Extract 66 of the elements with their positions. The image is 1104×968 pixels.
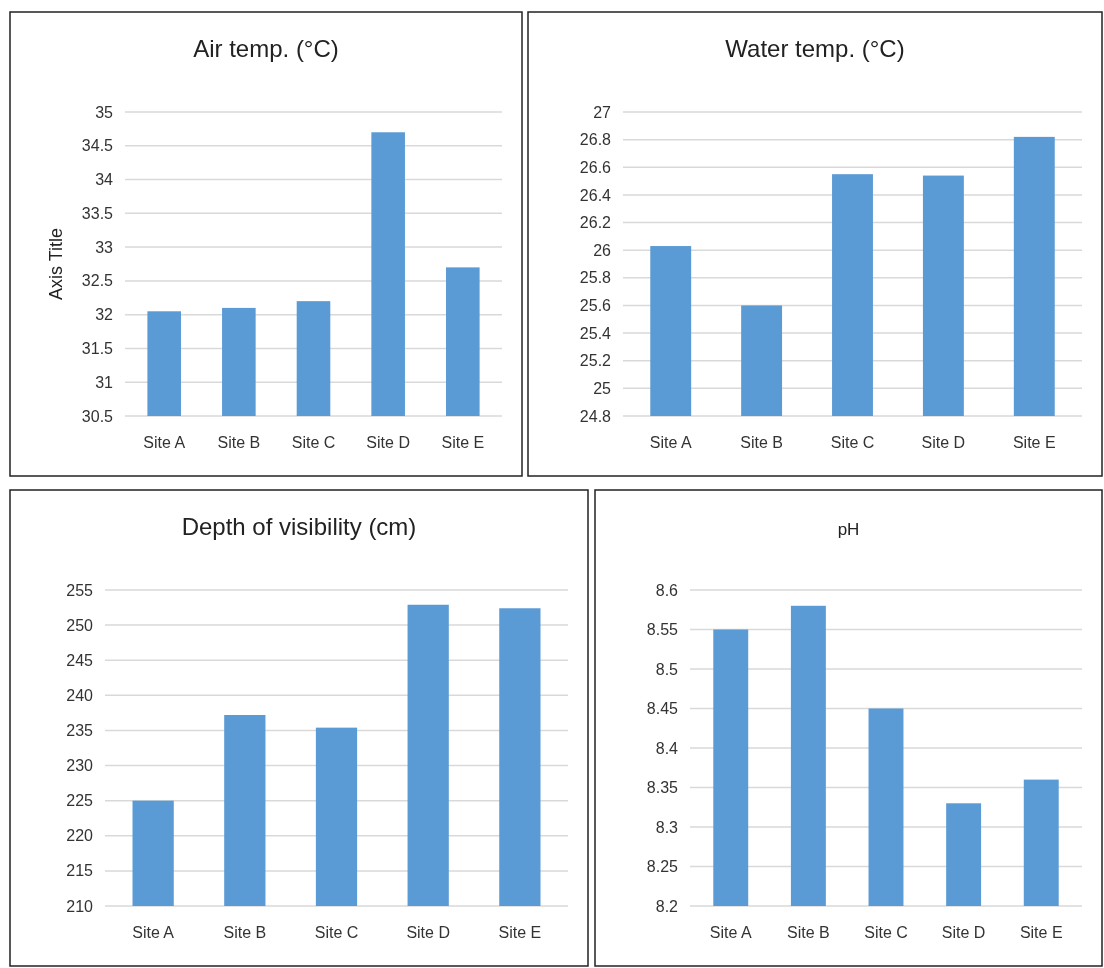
y-tick-label: 25.2 xyxy=(579,352,612,370)
y-tick-label: 240 xyxy=(66,686,94,704)
x-tick-label: Site D xyxy=(941,924,986,941)
y-tick-label: 250 xyxy=(66,616,94,634)
chart-title: Air temp. (°C) xyxy=(193,35,339,62)
y-tick-label: 25.6 xyxy=(579,297,612,315)
x-tick-label: Site D xyxy=(366,434,410,451)
y-tick-label: 255 xyxy=(66,581,94,599)
y-tick-label: 30.5 xyxy=(81,407,114,425)
y-tick-label: 8.4 xyxy=(655,739,679,757)
x-tick-label: Site D xyxy=(406,924,450,941)
y-tick-label: 230 xyxy=(66,757,94,775)
x-tick-label: Site C xyxy=(291,434,336,451)
y-tick-label: 33 xyxy=(95,238,114,256)
y-tick-label: 26.6 xyxy=(579,158,612,176)
chart-title: pH xyxy=(837,520,860,539)
y-tick-label: 24.8 xyxy=(579,407,612,425)
x-tick-label: Site E xyxy=(1012,434,1056,451)
y-tick-label: 25 xyxy=(593,379,612,397)
y-tick-label: 8.5 xyxy=(655,660,679,678)
y-tick-label: 32.5 xyxy=(81,272,114,290)
x-tick-label: Site A xyxy=(709,924,752,941)
y-tick-label: 220 xyxy=(66,827,94,845)
y-tick-label: 34.5 xyxy=(81,137,114,155)
y-tick-label: 235 xyxy=(66,722,94,740)
y-tick-label: 26 xyxy=(593,241,612,259)
y-tick-label: 8.55 xyxy=(646,621,679,639)
y-tick-label: 26.8 xyxy=(579,131,612,149)
x-tick-label: Site A xyxy=(132,924,175,941)
y-tick-label: 32 xyxy=(95,306,114,324)
x-tick-label: Site C xyxy=(864,924,908,941)
x-tick-label: Site E xyxy=(1019,924,1063,941)
x-tick-label: Site A xyxy=(143,434,186,451)
y-tick-label: 8.35 xyxy=(646,779,679,797)
y-tick-label: 8.6 xyxy=(655,581,679,599)
y-axis-title: Axis Title xyxy=(46,227,66,301)
y-tick-label: 8.25 xyxy=(646,858,679,876)
y-tick-label: 8.45 xyxy=(646,700,679,718)
y-tick-label: 31.5 xyxy=(81,340,114,358)
y-tick-label: 225 xyxy=(66,792,94,810)
y-tick-label: 31 xyxy=(95,373,114,391)
y-tick-label: 215 xyxy=(66,862,94,880)
y-tick-label: 26.4 xyxy=(579,186,612,204)
y-tick-label: 8.3 xyxy=(655,818,679,836)
y-tick-label: 8.2 xyxy=(655,897,679,915)
y-tick-label: 25.4 xyxy=(579,324,612,342)
x-tick-label: Site A xyxy=(649,434,692,451)
x-tick-label: Site D xyxy=(921,434,966,451)
y-tick-label: 26.2 xyxy=(579,214,612,232)
x-tick-label: Site C xyxy=(314,924,359,941)
x-tick-label: Site E xyxy=(498,924,542,941)
x-tick-label: Site B xyxy=(740,434,783,451)
y-tick-label: 25.8 xyxy=(579,269,612,287)
y-tick-label: 245 xyxy=(66,651,94,669)
chart-title: Depth of visibility (cm) xyxy=(181,513,417,540)
chart-title: Water temp. (°C) xyxy=(725,35,905,62)
y-tick-label: 27 xyxy=(593,103,612,121)
y-tick-label: 34 xyxy=(95,171,114,189)
x-tick-label: Site B xyxy=(787,924,830,941)
y-tick-label: 33.5 xyxy=(81,204,114,222)
y-tick-label: 35 xyxy=(95,103,114,121)
x-tick-label: Site C xyxy=(830,434,875,451)
y-tick-label: 210 xyxy=(66,897,94,915)
x-tick-label: Site B xyxy=(223,924,267,941)
x-tick-label: Site E xyxy=(441,434,485,451)
x-tick-label: Site B xyxy=(217,434,261,451)
